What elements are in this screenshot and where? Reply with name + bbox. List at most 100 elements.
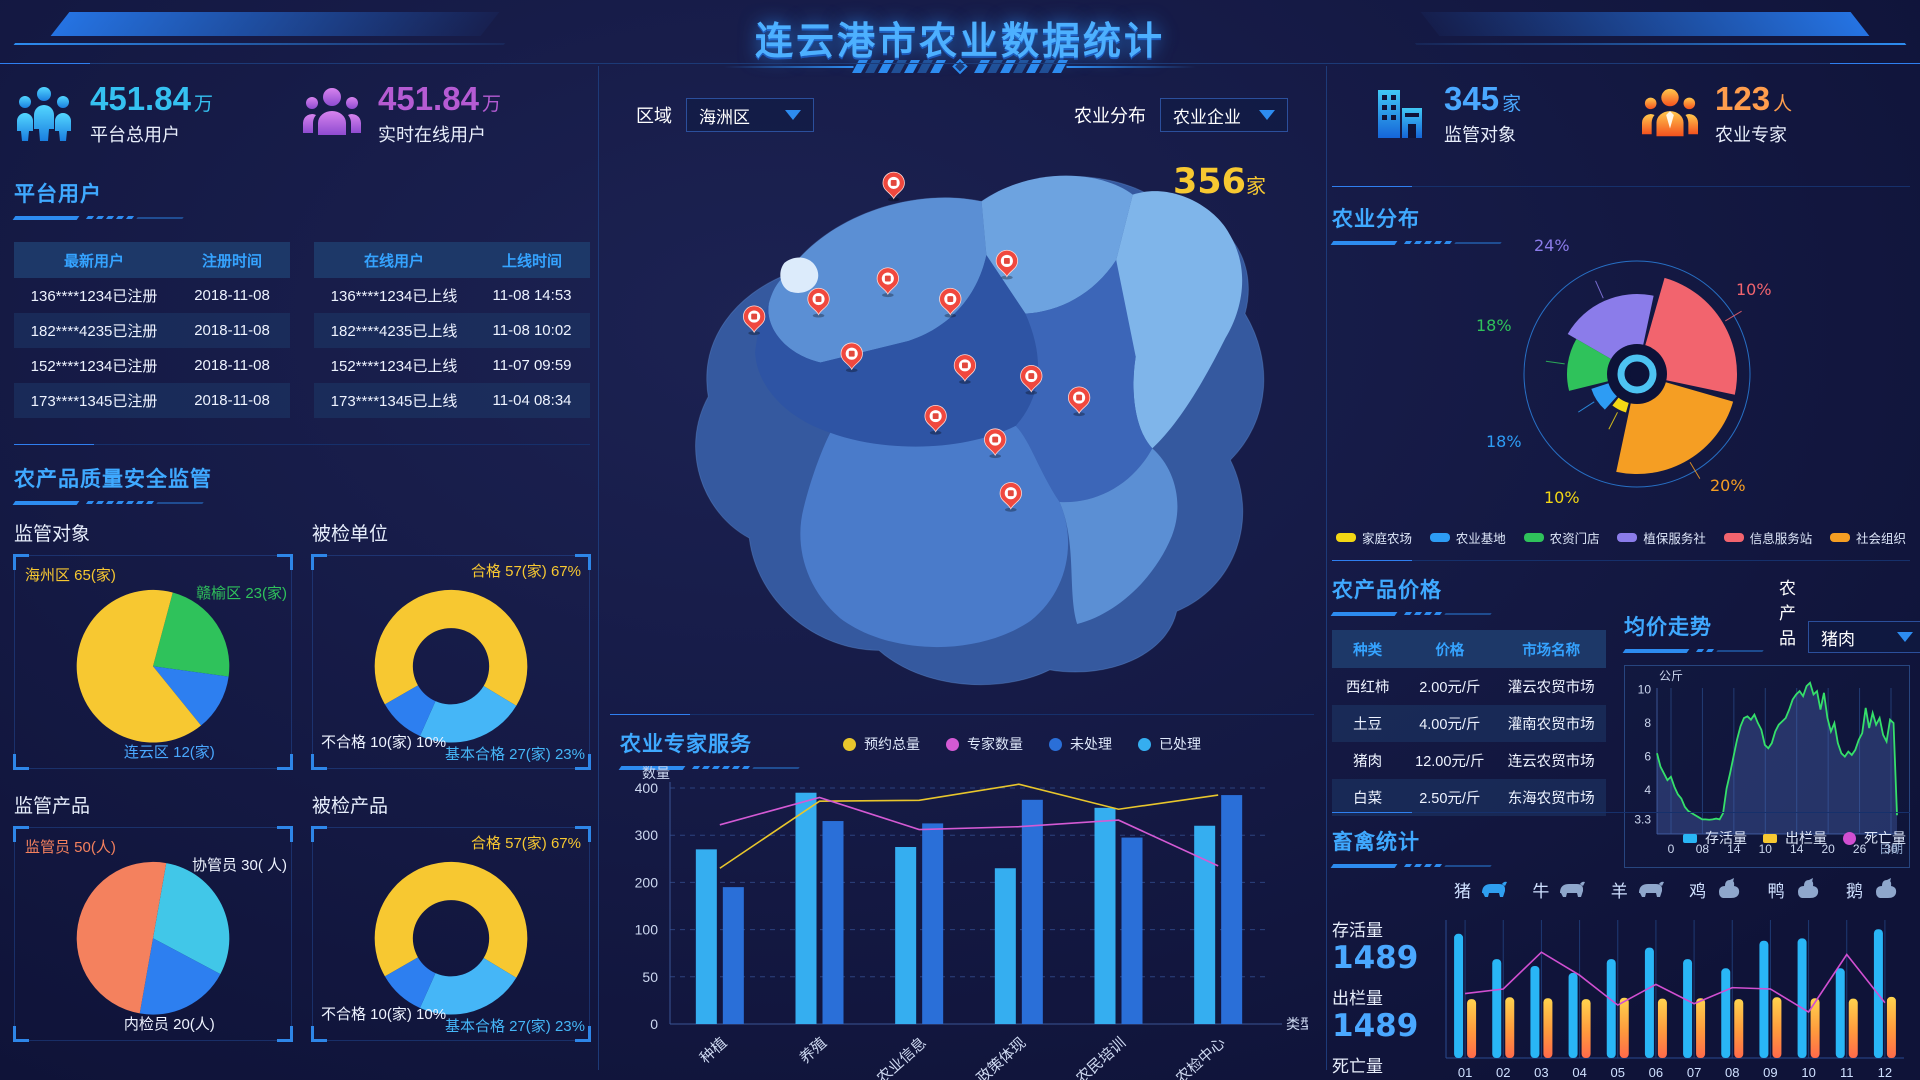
pie-slice-内检员[interactable] <box>139 938 221 1015</box>
pie-slice-赣榆区[interactable] <box>153 592 230 677</box>
svg-text:农民培训: 农民培训 <box>1073 1034 1129 1080</box>
card-title: 被检产品 <box>312 796 389 817</box>
section-title-quality: 农产品质量安全监管 <box>14 468 212 491</box>
region-control: 区域 海洲区 <box>636 98 814 132</box>
map-pin[interactable] <box>840 342 863 373</box>
map-pin[interactable] <box>924 405 947 435</box>
legend-item-植保服务社: 植保服务社 <box>1617 528 1706 547</box>
section-title-trend: 均价走势 <box>1624 616 1712 639</box>
section-expert-service: 农业专家服务 <box>618 728 803 770</box>
chevron-down-icon <box>1897 632 1913 642</box>
pie-slice-不合格[interactable] <box>384 685 436 736</box>
livestock-tab-鸡[interactable]: 鸡 <box>1689 877 1743 902</box>
section-underline <box>12 500 590 505</box>
pie-slice-监管员[interactable] <box>76 861 167 1014</box>
right-divider <box>1332 186 1910 187</box>
rose-percent-label: 10% <box>1736 280 1772 299</box>
map-pin[interactable] <box>882 171 905 202</box>
pie-slice-连云区[interactable] <box>153 666 229 726</box>
map-pin[interactable] <box>1067 386 1091 417</box>
product-select[interactable]: 猪肉 <box>1808 621 1920 653</box>
section-title-price: 农产品价格 <box>1332 579 1442 602</box>
legend-item-农资门店: 农资门店 <box>1523 528 1600 547</box>
center-panel: 区域 海洲区 农业分布 农业企业 356家 <box>600 66 1324 1080</box>
rose-percent-label: 24% <box>1534 236 1570 255</box>
checked-product-donut-chart: 合格 57(家) 67% 基本合格 27(家) 23% 不合格 10(家) 10% <box>311 826 591 1042</box>
card-title: 监管对象 <box>14 524 91 545</box>
map-pin[interactable] <box>999 482 1022 512</box>
svg-text:01: 01 <box>1458 1065 1472 1080</box>
map-district-east[interactable] <box>1015 259 1153 503</box>
map-pin[interactable] <box>876 267 899 298</box>
svg-text:6: 6 <box>1644 750 1651 764</box>
chart-card-supervise-product: 监管产品 协管员 30( 人) 内检员 20(人) 监管员 50(人) <box>13 791 293 1042</box>
svg-text:03: 03 <box>1534 1065 1548 1080</box>
table-row: 152****1234已注册 2018-11-08 <box>30 357 270 375</box>
map-pin[interactable] <box>984 428 1007 459</box>
distribution-select-value: 农业企业 <box>1173 107 1241 127</box>
map-district-peninsula[interactable] <box>1113 191 1243 449</box>
livestock-chart: 01 02 03 04 05 06 07 08 09 10 11 12 <box>1436 912 1910 1080</box>
map-pin[interactable] <box>1020 365 1043 395</box>
livestock-tab-牛[interactable]: 牛 <box>1532 877 1586 902</box>
stat-online-users-value: 451.84 <box>378 79 479 117</box>
map-district-southeast[interactable] <box>1059 448 1178 624</box>
svg-text:26: 26 <box>1853 842 1867 856</box>
map-pin[interactable] <box>995 249 1019 280</box>
register-users-table: 最新用户 注册时间 136****1234已注册 2018-11-08 182****4… <box>14 242 290 418</box>
svg-text:100: 100 <box>635 922 659 938</box>
region-map[interactable] <box>636 138 1288 704</box>
pie-slice-基本合格[interactable] <box>419 958 517 1015</box>
svg-text:14: 14 <box>1790 842 1804 856</box>
price-section: 农产品价格 种类 价格 市场名称 西红柿 2.00元/斤 灌云农贸市场 土豆 4.00元/斤灌… <box>1330 574 1606 868</box>
pie-slice-海州区[interactable] <box>76 589 202 743</box>
livestock-tab-猪[interactable]: 猪 <box>1454 877 1508 902</box>
pie-label: 赣榆区 23(家) <box>196 585 287 602</box>
table-row: 152****1234已上线 11-07 09:59 <box>330 357 572 375</box>
map-district-south[interactable] <box>800 425 1069 648</box>
map-district-center[interactable] <box>755 255 1039 447</box>
legend-item-社会组织: 社会组织 <box>1829 528 1906 547</box>
map-pin[interactable] <box>743 305 766 336</box>
product-select-value: 猪肉 <box>1821 629 1855 649</box>
region-select[interactable]: 海洲区 <box>686 98 814 132</box>
livestock-tab-鸭[interactable]: 鸭 <box>1768 877 1822 902</box>
table-row: 西红柿 2.00元/斤 灌云农贸市场 <box>1345 680 1595 696</box>
map-district-north[interactable] <box>981 175 1133 314</box>
pie-slice-不合格[interactable] <box>384 957 436 1008</box>
legend-item-农业基地: 农业基地 <box>1429 528 1506 547</box>
legend-item-死亡量: 死亡量 <box>1843 828 1906 848</box>
svg-text:400: 400 <box>635 780 659 796</box>
page-title: 连云港市农业数据统计 <box>754 21 1165 63</box>
section-title-livestock: 畜禽统计 <box>1332 831 1420 854</box>
map-pin[interactable] <box>953 354 977 384</box>
pie-slice-合格[interactable] <box>374 589 528 706</box>
svg-text:07: 07 <box>1687 1065 1701 1080</box>
livestock-tab-鹅[interactable]: 鹅 <box>1846 877 1900 902</box>
map-pin[interactable] <box>939 287 962 318</box>
map-pin[interactable] <box>807 287 830 318</box>
pie-slice-协管员[interactable] <box>153 863 230 975</box>
svg-text:农业信息: 农业信息 <box>874 1034 930 1080</box>
pie-label: 不合格 10(家) 10% <box>321 734 447 751</box>
column-divider-right <box>1326 66 1327 1070</box>
users-group-icon <box>17 87 71 141</box>
legend-item-信息服务站: 信息服务站 <box>1723 528 1812 547</box>
svg-text:09: 09 <box>1763 1065 1777 1080</box>
distribution-legend: 家庭农场 农业基地 农资门店 植保服务社 信息服务站 社会组织 <box>1332 528 1910 547</box>
checked-unit-donut-chart: 合格 57(家) 67% 基本合格 27(家) 23% 不合格 10(家) 10% <box>311 554 591 770</box>
livestock-tab-羊[interactable]: 羊 <box>1611 877 1665 902</box>
table-header: 在线用户 上线时间 <box>314 242 590 278</box>
stat-total-users-value: 451.84 <box>90 79 191 117</box>
section-underline <box>1622 648 1767 653</box>
distribution-select[interactable]: 农业企业 <box>1160 98 1288 132</box>
section-livestock: 畜禽统计 <box>1330 826 1495 868</box>
card-title: 监管产品 <box>14 796 91 817</box>
pie-slice-合格[interactable] <box>374 861 528 978</box>
svg-text:06: 06 <box>1649 1065 1663 1080</box>
pie-slice-基本合格[interactable] <box>419 686 517 743</box>
section-underline <box>12 215 590 220</box>
stat-online-users-label: 实时在线用户 <box>378 124 486 145</box>
right-panel: 345 家 监管对象 123 人 农业专家 <box>1330 66 1920 1080</box>
building-icon <box>1378 90 1422 138</box>
